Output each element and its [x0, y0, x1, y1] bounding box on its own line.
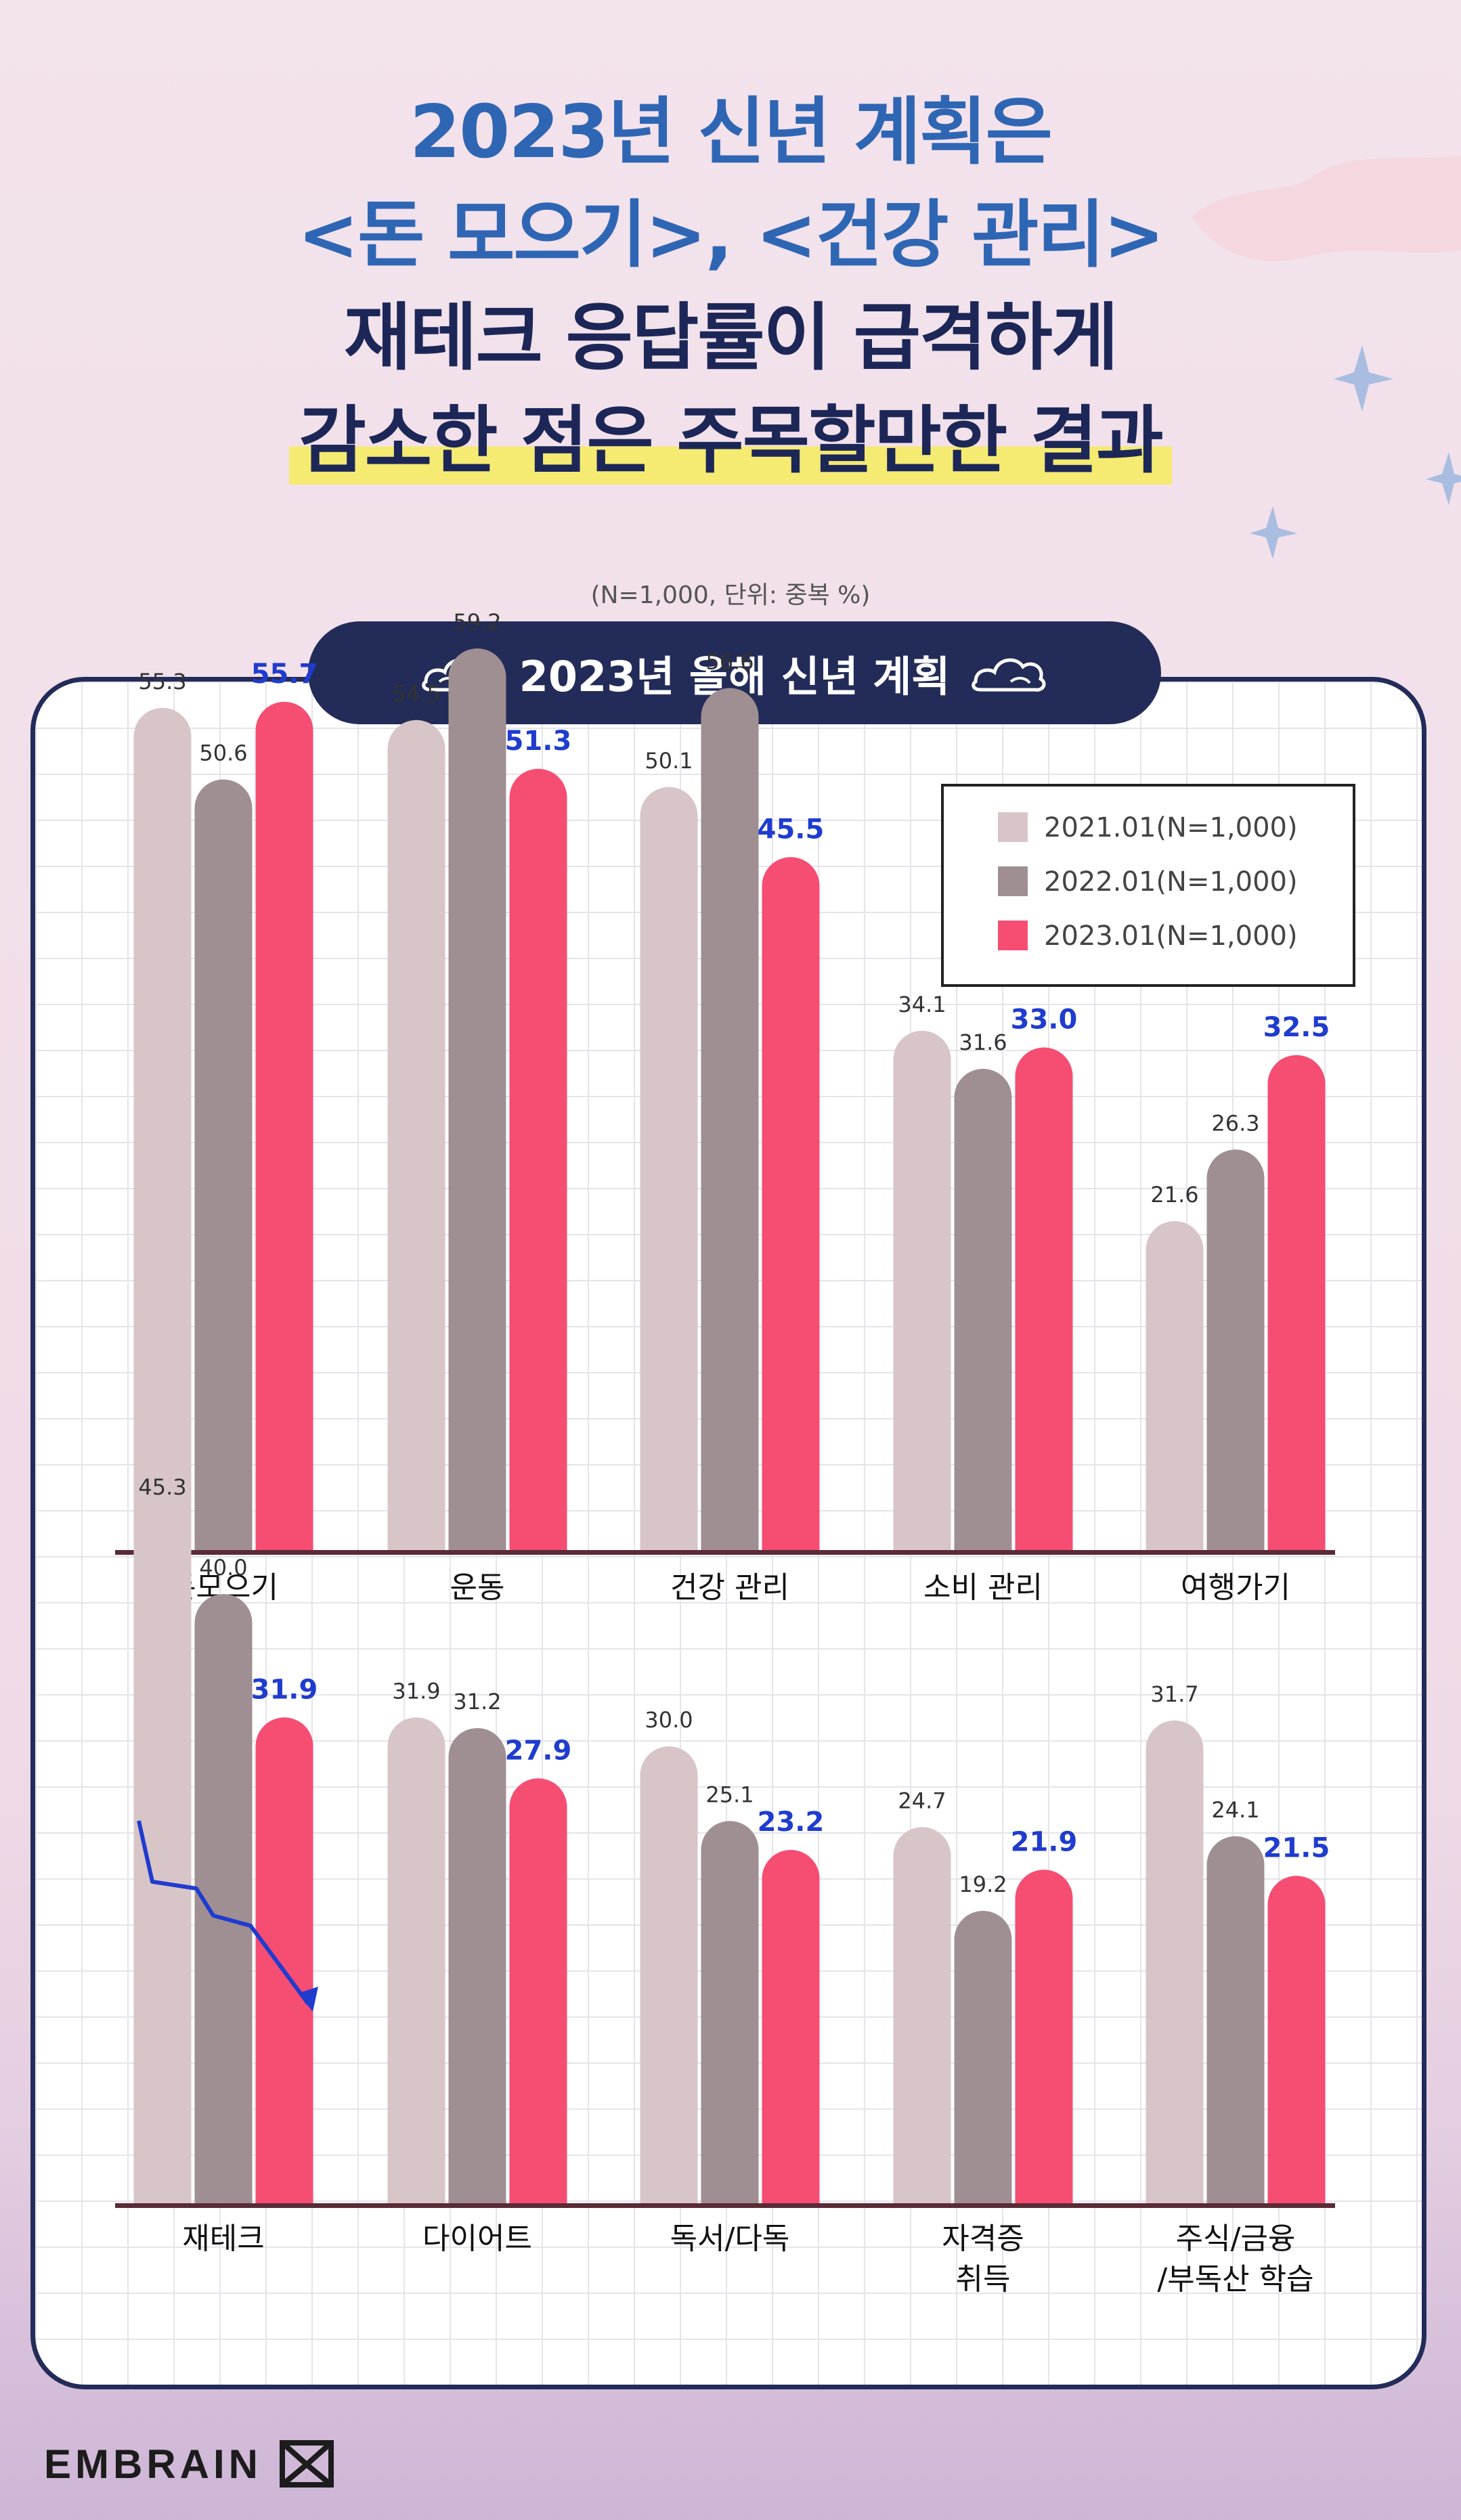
headline-line-3: 재테크 응답률이 급격하게 — [343, 296, 1118, 380]
bar-value-label: 54.5 — [392, 681, 440, 707]
bar — [1206, 1149, 1265, 1550]
bar — [1206, 1836, 1265, 2203]
sample-note: (N=1,000, 단위: 중복 %) — [590, 581, 871, 609]
headline: 2023년 신년 계획은 <돈 모으기>, <건강 관리> 재테크 응답률이 급… — [0, 81, 1461, 493]
bar-value-label: 55.3 — [138, 669, 186, 694]
bar-value-label: 24.1 — [1211, 1797, 1259, 1823]
bar-value-label: 45.5 — [758, 814, 825, 845]
bar-value-label: 56.6 — [705, 649, 754, 675]
bar — [1015, 1870, 1073, 2203]
bar-value-label: 25.1 — [705, 1782, 754, 1807]
bar-value-label: 21.9 — [1011, 1826, 1078, 1857]
bar — [1146, 1221, 1204, 1550]
bar — [701, 1821, 759, 2203]
bar — [194, 779, 253, 1550]
bar-value-label: 55.7 — [251, 659, 318, 690]
legend-label: 2022.01(N=1,000) — [1044, 866, 1298, 898]
bar-value-label: 24.7 — [898, 1788, 946, 1813]
bar — [133, 1513, 192, 2203]
bar-value-label: 51.3 — [505, 726, 572, 757]
category-label: 자격증 — [942, 2221, 1024, 2256]
cloud-icon — [972, 658, 1046, 692]
bar-value-label: 31.9 — [251, 1674, 318, 1705]
category-label: 독서/다독 — [670, 2221, 790, 2256]
bird-icon — [1250, 506, 1297, 559]
legend-swatch — [998, 812, 1028, 842]
category-label: 운동 — [450, 1570, 505, 1605]
bar — [255, 701, 313, 1550]
category-label: 다이어트 — [422, 2221, 532, 2256]
trend-arrow — [137, 1820, 310, 2005]
sky-decoration — [1192, 156, 1461, 559]
bar-value-label: 21.5 — [1263, 1832, 1330, 1863]
bar-value-label: 31.9 — [392, 1678, 440, 1704]
bar-value-label: 21.6 — [1150, 1182, 1198, 1208]
bar — [387, 720, 445, 1550]
bar-value-label: 32.5 — [1263, 1012, 1330, 1043]
legend-label: 2021.01(N=1,000) — [1044, 812, 1298, 843]
chart-baseline — [115, 2203, 1335, 2208]
headline-line-4: 감소한 점은 주목할만한 결과 — [289, 390, 1172, 493]
bar-value-label: 33.0 — [1011, 1004, 1078, 1036]
bar-value-label: 31.6 — [959, 1030, 1007, 1055]
category-label: 소비 관리 — [923, 1570, 1043, 1605]
headline-line-2: <돈 모으기>, <건강 관리> — [297, 193, 1165, 278]
headline-line-1: 2023년 신년 계획은 — [410, 90, 1053, 175]
bar-value-label: 34.1 — [898, 992, 946, 1017]
bar — [762, 1850, 820, 2203]
brand-logo: EMBRAIN — [44, 2440, 334, 2488]
bar — [640, 1746, 698, 2203]
legend-swatch — [998, 921, 1028, 950]
chart-baseline — [115, 1550, 1335, 1555]
bar — [255, 1717, 313, 2203]
bar — [194, 1594, 253, 2203]
bar — [762, 857, 820, 1550]
bar — [1146, 1720, 1204, 2203]
bar-value-label: 45.3 — [138, 1474, 186, 1500]
brand-name: EMBRAIN — [44, 2441, 262, 2487]
legend-label: 2023.01(N=1,000) — [1044, 921, 1298, 952]
legend-swatch — [998, 866, 1028, 896]
bar-value-label: 19.2 — [959, 1872, 1007, 1897]
bar-value-label: 31.2 — [453, 1689, 501, 1715]
bar — [893, 1030, 951, 1550]
category-label: 건강 관리 — [670, 1570, 789, 1605]
bar — [640, 787, 698, 1550]
bird-icon — [1334, 345, 1393, 412]
brand-mark-icon — [280, 2440, 334, 2488]
bar — [954, 1911, 1012, 2203]
bar-value-label: 40.0 — [199, 1555, 247, 1580]
bar-value-label: 23.2 — [758, 1807, 825, 1838]
bar — [448, 648, 506, 1551]
bar — [448, 1728, 506, 2203]
bar-value-label: 27.9 — [505, 1735, 572, 1766]
category-label: /부독산 학습 — [1157, 2262, 1313, 2297]
bar — [1015, 1047, 1073, 1550]
bar — [1267, 1876, 1326, 2203]
bar — [893, 1827, 951, 2203]
bar-value-label: 30.0 — [645, 1707, 693, 1733]
category-label: 주식/금융 — [1176, 2221, 1296, 2256]
bar-value-label: 50.1 — [645, 748, 693, 774]
category-label: 여행가기 — [1181, 1570, 1290, 1605]
bar-value-label: 26.3 — [1211, 1110, 1259, 1136]
trend-arrowhead — [298, 1987, 318, 2012]
bar-value-label: 50.6 — [199, 740, 247, 766]
bar — [1267, 1055, 1326, 1550]
bar-value-label: 31.7 — [1150, 1681, 1198, 1707]
bar — [509, 768, 567, 1550]
category-label: 취득 — [956, 2262, 1011, 2297]
bar — [133, 707, 192, 1550]
bar — [509, 1778, 567, 2203]
bar-value-label: 59.2 — [453, 609, 501, 635]
category-label: 재테크 — [182, 2221, 264, 2256]
bar — [701, 688, 759, 1551]
bar — [954, 1069, 1012, 1550]
bar — [387, 1717, 445, 2203]
bird-icon — [1426, 452, 1461, 505]
